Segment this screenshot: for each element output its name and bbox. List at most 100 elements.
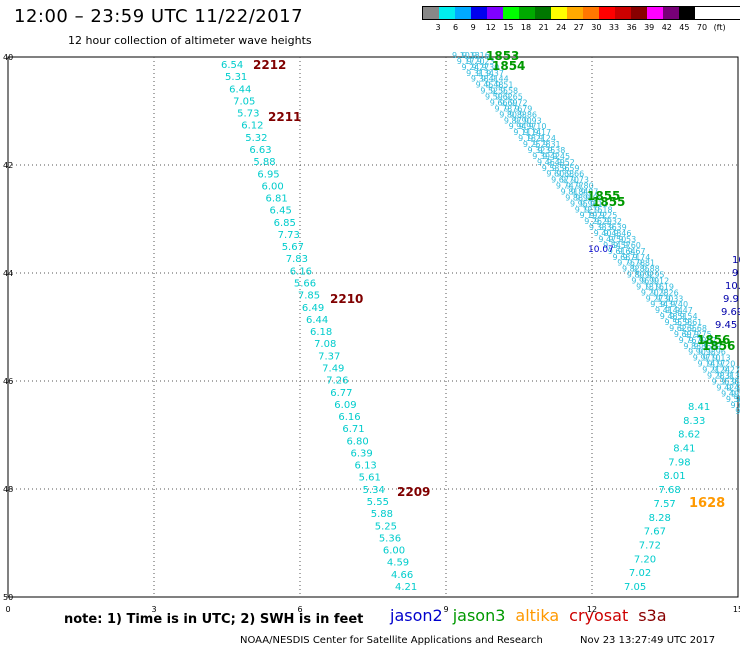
cryosat-pass-label: 2212: [253, 58, 286, 72]
swh-value: 9.90: [688, 348, 706, 357]
swh-value: 9.24: [712, 366, 730, 375]
swh-value: 9.39: [532, 152, 550, 161]
swh-value: 9.17: [533, 128, 551, 137]
swh-value: 5.25: [375, 521, 397, 532]
swh-value: 5.32: [245, 133, 267, 144]
legend-label: 36: [626, 23, 637, 32]
cryosat-pass-label: 2211: [268, 110, 301, 124]
swh-value: 9.45: [715, 320, 737, 331]
legend-swatch: [567, 7, 583, 19]
jason3-pass-label: 1855: [592, 195, 625, 209]
page-title: 12:00 – 23:59 UTC 11/22/2017: [14, 6, 304, 27]
swh-value: 9.67: [551, 176, 569, 185]
swh-value: 9.59: [736, 395, 740, 404]
swh-value: 6.16: [338, 412, 360, 423]
swh-value: 9.74: [633, 253, 651, 262]
swh-value: 9.12: [651, 277, 669, 286]
latitude-tick-label: 46: [3, 377, 13, 386]
swh-value: 9.26: [661, 288, 679, 297]
swh-value: 9.10: [452, 51, 470, 60]
longitude-tick-label: 9: [443, 605, 448, 614]
swh-value: 7.83: [286, 254, 308, 265]
swh-value: 9.81: [637, 259, 655, 268]
swh-value: 9.47: [675, 306, 693, 315]
swh-value: 4.21: [395, 582, 417, 593]
swh-value: 6.39: [350, 448, 372, 459]
legend-swatch: [503, 7, 519, 19]
swh-value: 9.30: [481, 63, 499, 72]
legend-label: 6: [453, 23, 459, 32]
latitude-tick-label: 44: [3, 269, 13, 278]
swh-value: 9.48: [486, 81, 504, 90]
legend-labels: 3 6 9 12 15 18 21 24 27 30 33 36 39 42 45 70 (ft): [422, 23, 740, 35]
swh-value: 9.52: [480, 87, 498, 96]
swh-value: 9.38: [548, 146, 566, 155]
swh-value: 7.73: [278, 230, 300, 241]
swh-value: 9.51: [496, 81, 514, 90]
altika-pass-label: 1628: [689, 496, 725, 511]
swh-value: 9.46: [614, 229, 632, 238]
swh-value: 6.12: [241, 121, 263, 132]
jason3-pass-label: 1856: [697, 333, 730, 347]
swh-value: 9.61: [608, 247, 626, 256]
jason3-pass-label: 1853: [486, 49, 519, 63]
swh-value: 9.63: [731, 401, 740, 410]
swh-value: 9.50: [608, 235, 626, 244]
swh-value: 9.51: [670, 312, 688, 321]
swh-value: 9.18: [518, 134, 536, 143]
legend-swatch: [439, 7, 455, 19]
swh-value: 9.83: [509, 110, 527, 119]
swh-value: 7.37: [318, 351, 340, 362]
longitude-tick-label: 6: [297, 605, 302, 614]
swh-value: 7.20: [634, 554, 656, 565]
swh-value: 9.35: [712, 377, 730, 386]
swh-value: 9.28: [533, 140, 551, 149]
swh-value: 9.9: [723, 294, 739, 305]
satellite-legend-item: altika: [515, 606, 560, 625]
swh-value: 10: [732, 255, 740, 266]
legend-label: 15: [503, 23, 514, 32]
swh-value: 10.: [725, 281, 740, 292]
legend-swatch: [471, 7, 487, 19]
legend-swatch: [551, 7, 567, 19]
swh-value: 5.34: [363, 485, 385, 496]
swh-value: 9.78: [627, 259, 645, 268]
swh-value: 9.27: [646, 294, 664, 303]
swh-value: 7.05: [233, 96, 255, 107]
swh-value: 9.47: [598, 235, 616, 244]
swh-value: 5.55: [367, 497, 389, 508]
legend-label: 3: [435, 23, 441, 32]
swh-value: 9.73: [571, 176, 589, 185]
legend-label: 27: [573, 23, 584, 32]
swh-value: 9.53: [618, 235, 636, 244]
swh-value: 9.61: [684, 318, 702, 327]
map-ticks: 40 42 44 46 48 50 0 3 6 9 12 15: [3, 53, 740, 614]
swh-value: 9.16: [472, 51, 490, 60]
swh-value: 9.16: [646, 282, 664, 291]
swh-value: 9.73: [494, 104, 512, 113]
swh-value: 7.57: [654, 499, 676, 510]
swh-value: 9.25: [523, 140, 541, 149]
swh-value: 9.75: [617, 259, 635, 268]
swh-value: 9.30: [656, 294, 674, 303]
swh-value: 9.84: [571, 187, 589, 196]
legend-swatch: [455, 7, 471, 19]
swh-value: 9.22: [589, 211, 607, 220]
swh-value: 7.67: [644, 527, 666, 538]
swh-value: 9.57: [613, 241, 631, 250]
swh-value: 9.32: [528, 146, 546, 155]
satellite-legend: jason2 jason3 altika cryosat s3a: [390, 606, 667, 625]
swh-value: 7.68: [658, 485, 680, 496]
swh-value: 9.31: [466, 69, 484, 78]
swh-value: 9.68: [689, 324, 707, 333]
swh-value: 9.86: [693, 342, 711, 351]
satellite-legend-item: jason3: [452, 606, 506, 625]
swh-value: 5.61: [359, 473, 381, 484]
swh-value: 9.72: [510, 98, 528, 107]
swh-value: 8.41: [688, 402, 710, 413]
swh-value: 9.10: [529, 122, 547, 131]
swh-value: 9.70: [561, 176, 579, 185]
swh-value: 9.14: [523, 128, 541, 137]
swh-value: 9.25: [599, 211, 617, 220]
swh-value: 9.79: [689, 336, 707, 345]
